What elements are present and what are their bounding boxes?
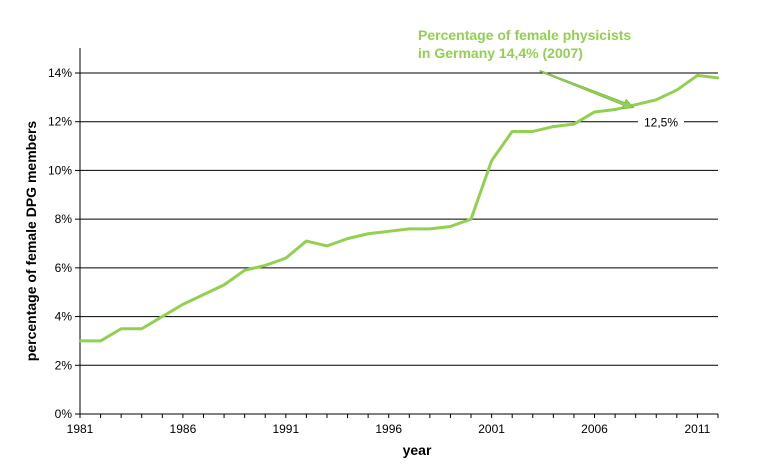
data-point: [655, 98, 658, 101]
data-point: [202, 293, 205, 296]
data-points: [78, 74, 720, 343]
data-point: [366, 232, 370, 235]
data-point: [387, 230, 390, 233]
data-point: [634, 103, 637, 106]
x-tick-label: 2006: [581, 422, 608, 436]
data-point: [593, 110, 596, 114]
x-tick-label: 2001: [478, 422, 505, 436]
data-point: [531, 130, 534, 133]
x-tick-labels: 1981 1986 1991 1996 2001 2006 2011: [67, 414, 719, 436]
data-point: [469, 217, 473, 221]
series-line-female-dpg-members: [80, 73, 719, 343]
x-tick-label: 2011: [685, 422, 711, 436]
data-point: [449, 225, 452, 228]
data-point: [552, 125, 555, 128]
data-point: [99, 339, 102, 343]
y-tick-label: 2%: [55, 358, 73, 372]
data-point: [305, 239, 308, 243]
data-point: [222, 283, 226, 287]
x-tick-label: 1981: [67, 422, 94, 436]
data-point: [696, 74, 699, 77]
annotation-arrow: [539, 70, 635, 110]
data-point: [140, 327, 143, 330]
data-point: [572, 122, 576, 126]
data-point: [510, 130, 514, 133]
data-point: [325, 244, 329, 248]
annotation-line-1: Percentage of female physicists: [418, 27, 631, 43]
reference-label-12-5: 12,5%: [644, 116, 678, 130]
reference-label-background: [638, 114, 684, 129]
y-tick-labels: 0% 2% 4% 6% 8% 10% 12% 14%: [48, 66, 72, 421]
data-point: [284, 256, 288, 260]
x-tick-label: 1996: [375, 422, 402, 436]
y-axis-title: percentage of female DPG members: [23, 121, 39, 362]
x-axis-title: year: [403, 442, 432, 458]
data-point: [675, 88, 679, 92]
data-point: [346, 237, 349, 240]
annotation-line-2: in Germany 14,4% (2007): [418, 45, 583, 61]
y-tick-label: 4%: [55, 310, 73, 324]
x-tick-label: 1991: [272, 422, 299, 436]
data-point: [181, 303, 185, 306]
data-point: [428, 227, 432, 231]
y-tick-label: 0%: [55, 407, 73, 421]
x-tick-label: 1986: [170, 422, 197, 436]
data-point: [408, 227, 411, 231]
y-tick-label: 10%: [48, 163, 72, 177]
y-tick-label: 12%: [48, 115, 72, 129]
data-point: [78, 339, 82, 343]
y-tick-label: 6%: [55, 261, 73, 275]
y-tick-label: 14%: [48, 66, 72, 80]
data-point: [161, 315, 164, 318]
data-point: [490, 159, 493, 162]
data-point: [243, 269, 246, 272]
gridlines: [75, 72, 718, 415]
data-point: [264, 264, 267, 267]
y-tick-label: 8%: [55, 212, 73, 226]
data-point: [119, 327, 123, 330]
data-point: [716, 76, 720, 80]
data-point: [613, 108, 617, 111]
